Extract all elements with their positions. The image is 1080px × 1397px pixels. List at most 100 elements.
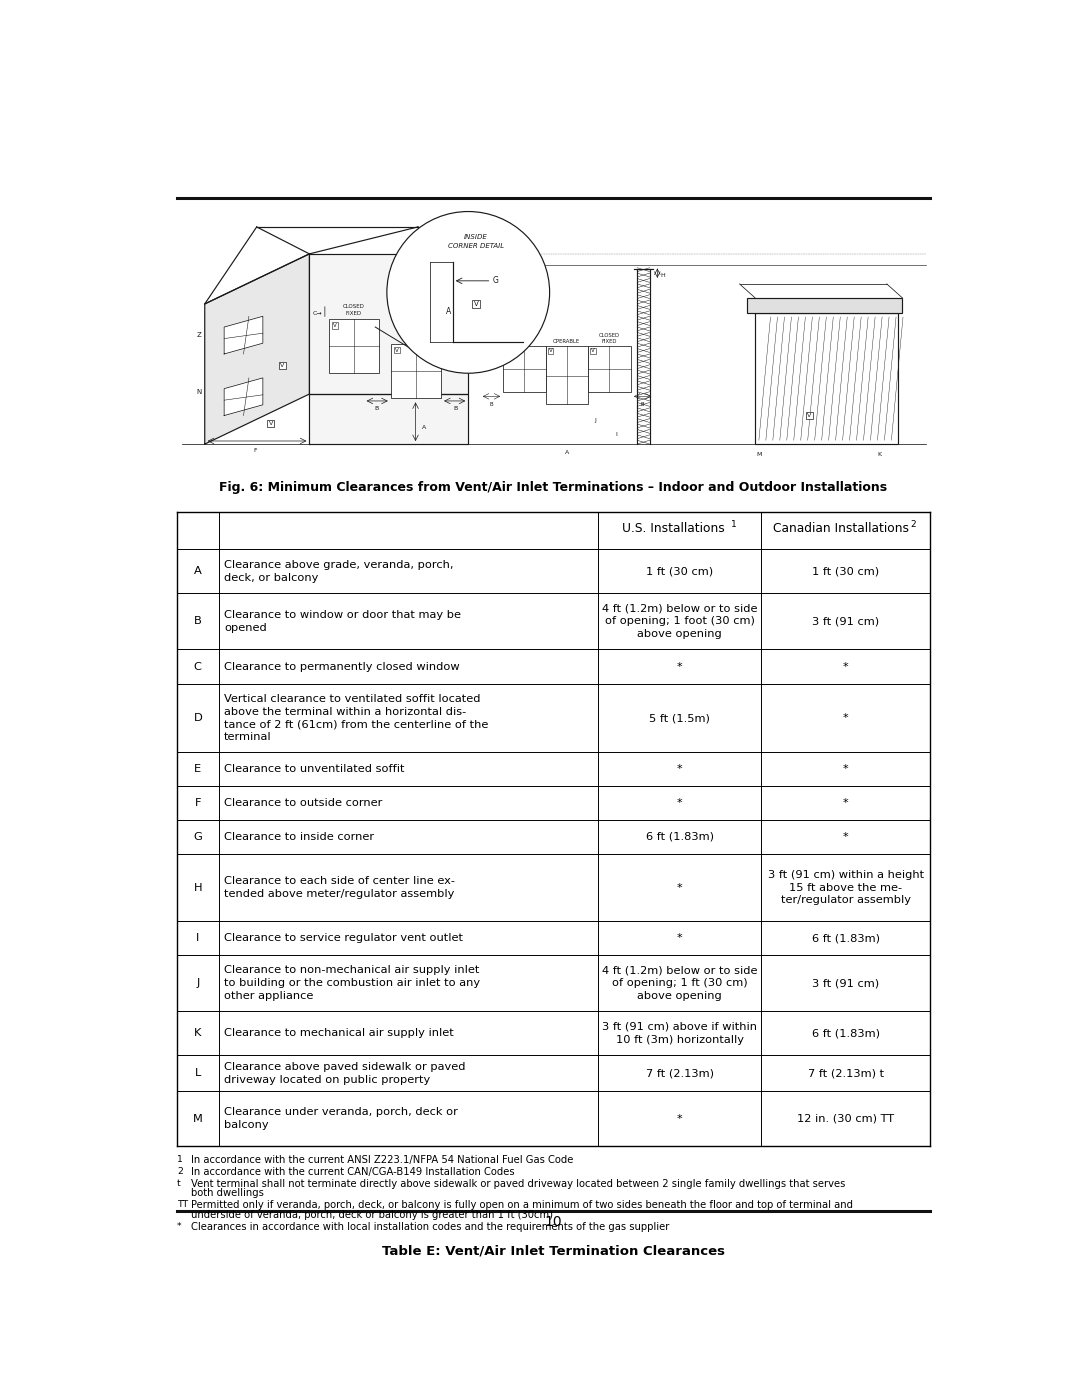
Text: F: F [254, 448, 257, 453]
Text: Z: Z [197, 331, 202, 338]
Text: *: * [842, 714, 849, 724]
Text: 5 ft (1.5m): 5 ft (1.5m) [649, 714, 711, 724]
Text: 12 in. (30 cm) TT: 12 in. (30 cm) TT [797, 1113, 894, 1123]
Text: Clearance to window or door that may be
opened: Clearance to window or door that may be … [225, 609, 461, 633]
Text: A: A [446, 307, 451, 316]
Polygon shape [225, 316, 262, 353]
Text: H: H [661, 272, 665, 278]
Text: Clearances in accordance with local installation codes and the requirements of t: Clearances in accordance with local inst… [191, 1222, 670, 1232]
Text: K: K [877, 451, 881, 457]
Text: *: * [677, 662, 683, 672]
Text: Clearance to permanently closed window: Clearance to permanently closed window [225, 662, 460, 672]
Text: V: V [333, 323, 337, 328]
Text: M: M [756, 451, 761, 457]
Text: *: * [842, 764, 849, 774]
Text: both dwellings: both dwellings [191, 1189, 264, 1199]
Text: *: * [677, 1113, 683, 1123]
Text: 3 ft (91 cm) within a height
15 ft above the me-
ter/regulator assembly: 3 ft (91 cm) within a height 15 ft above… [768, 870, 923, 905]
Text: B: B [489, 402, 494, 407]
Text: G: G [193, 831, 202, 842]
Text: Canadian Installations: Canadian Installations [773, 522, 909, 535]
Text: A: A [422, 425, 426, 430]
Text: V: V [591, 348, 595, 353]
Text: TT: TT [177, 1200, 188, 1210]
Text: *: * [842, 798, 849, 807]
Circle shape [387, 211, 550, 373]
Text: OPERABLE: OPERABLE [402, 335, 430, 341]
Bar [391, 344, 441, 398]
Text: 3 ft (91 cm) above if within
10 ft (3m) horizontally: 3 ft (91 cm) above if within 10 ft (3m) … [603, 1021, 757, 1045]
Text: L: L [194, 1069, 201, 1078]
Text: In accordance with the current CAN/CGA-B149 Installation Codes: In accordance with the current CAN/CGA-B… [191, 1166, 514, 1176]
Text: J: J [595, 419, 596, 423]
Text: 1: 1 [731, 520, 737, 528]
Bar [545, 346, 589, 404]
Text: E: E [194, 764, 201, 774]
Bar [747, 298, 902, 313]
Text: *: * [842, 831, 849, 842]
Text: C: C [193, 662, 202, 672]
Text: Permitted only if veranda, porch, deck, or balcony is fully open on a minimum of: Permitted only if veranda, porch, deck, … [191, 1200, 853, 1210]
Bar [589, 346, 631, 393]
Text: *: * [677, 764, 683, 774]
Text: N: N [197, 390, 202, 395]
Text: G: G [494, 277, 499, 285]
Text: V: V [505, 348, 510, 353]
Text: V: V [269, 420, 273, 426]
Text: 6 ft (1.83m): 6 ft (1.83m) [812, 1028, 880, 1038]
Text: 6 ft (1.83m): 6 ft (1.83m) [646, 831, 714, 842]
Text: D: D [193, 714, 202, 724]
Text: CORNER DETAIL: CORNER DETAIL [448, 243, 504, 249]
Text: Vertical clearance to ventilated soffit located
above the terminal within a hori: Vertical clearance to ventilated soffit … [225, 694, 488, 742]
Text: OPERABLE: OPERABLE [553, 339, 580, 344]
Text: B: B [375, 405, 379, 411]
Text: Clearance under veranda, porch, deck or
balcony: Clearance under veranda, porch, deck or … [225, 1108, 458, 1130]
Bar [503, 346, 545, 393]
Text: underside of veranda, porch, deck or balcony is greater than 1 ft (30cm): underside of veranda, porch, deck or bal… [191, 1210, 553, 1220]
Text: INSIDE: INSIDE [464, 235, 488, 240]
Bar [328, 320, 379, 373]
Text: 2: 2 [177, 1166, 183, 1176]
Text: M: M [193, 1113, 203, 1123]
Text: *: * [177, 1222, 181, 1231]
Text: FIXED: FIXED [602, 339, 617, 344]
Text: Clearance to service regulator vent outlet: Clearance to service regulator vent outl… [225, 933, 463, 943]
Text: FIXED: FIXED [516, 339, 531, 344]
Text: 3 ft (91 cm): 3 ft (91 cm) [812, 978, 879, 988]
Text: 1 ft (30 cm): 1 ft (30 cm) [812, 566, 879, 576]
Text: B: B [453, 405, 457, 411]
Text: U.S. Installations: U.S. Installations [622, 522, 725, 535]
Text: 1 ft (30 cm): 1 ft (30 cm) [646, 566, 714, 576]
Text: *: * [677, 883, 683, 893]
Text: F: F [194, 798, 201, 807]
Text: Clearance to non-mechanical air supply inlet
to building or the combustion air i: Clearance to non-mechanical air supply i… [225, 965, 481, 1000]
Polygon shape [309, 394, 469, 444]
Text: 4 ft (1.2m) below or to side
of opening; 1 ft (30 cm)
above opening: 4 ft (1.2m) below or to side of opening;… [602, 965, 757, 1000]
Text: Clearance above paved sidewalk or paved
driveway located on public property: Clearance above paved sidewalk or paved … [225, 1062, 465, 1084]
Text: CLOSED: CLOSED [342, 305, 364, 309]
Text: *: * [842, 662, 849, 672]
Polygon shape [205, 254, 309, 444]
Text: C→: C→ [313, 310, 323, 316]
Text: Vent terminal shall not terminate directly above sidewalk or paved driveway loca: Vent terminal shall not terminate direct… [191, 1179, 846, 1189]
Text: V: V [474, 300, 478, 307]
Bar [755, 313, 899, 444]
Text: Clearance to mechanical air supply inlet: Clearance to mechanical air supply inlet [225, 1028, 454, 1038]
Text: Fig. 6: Minimum Clearances from Vent/Air Inlet Terminations – Indoor and Outdoor: Fig. 6: Minimum Clearances from Vent/Air… [219, 481, 888, 495]
Text: *: * [677, 933, 683, 943]
Text: 7 ft (2.13m): 7 ft (2.13m) [646, 1069, 714, 1078]
Text: K: K [194, 1028, 202, 1038]
Text: 3 ft (91 cm): 3 ft (91 cm) [812, 616, 879, 626]
Text: V: V [280, 363, 284, 367]
Text: B: B [194, 616, 202, 626]
Text: 4 ft (1.2m) below or to side
of opening; 1 foot (30 cm)
above opening: 4 ft (1.2m) below or to side of opening;… [602, 604, 757, 638]
Text: CLOSED: CLOSED [514, 332, 535, 338]
Text: I: I [616, 432, 618, 437]
Text: 6 ft (1.83m): 6 ft (1.83m) [812, 933, 880, 943]
Text: t: t [177, 1179, 180, 1187]
Polygon shape [225, 377, 262, 415]
Text: V: V [395, 348, 399, 352]
Text: CLOSED: CLOSED [598, 332, 620, 338]
Text: 10: 10 [544, 1215, 563, 1229]
Text: I: I [197, 933, 200, 943]
